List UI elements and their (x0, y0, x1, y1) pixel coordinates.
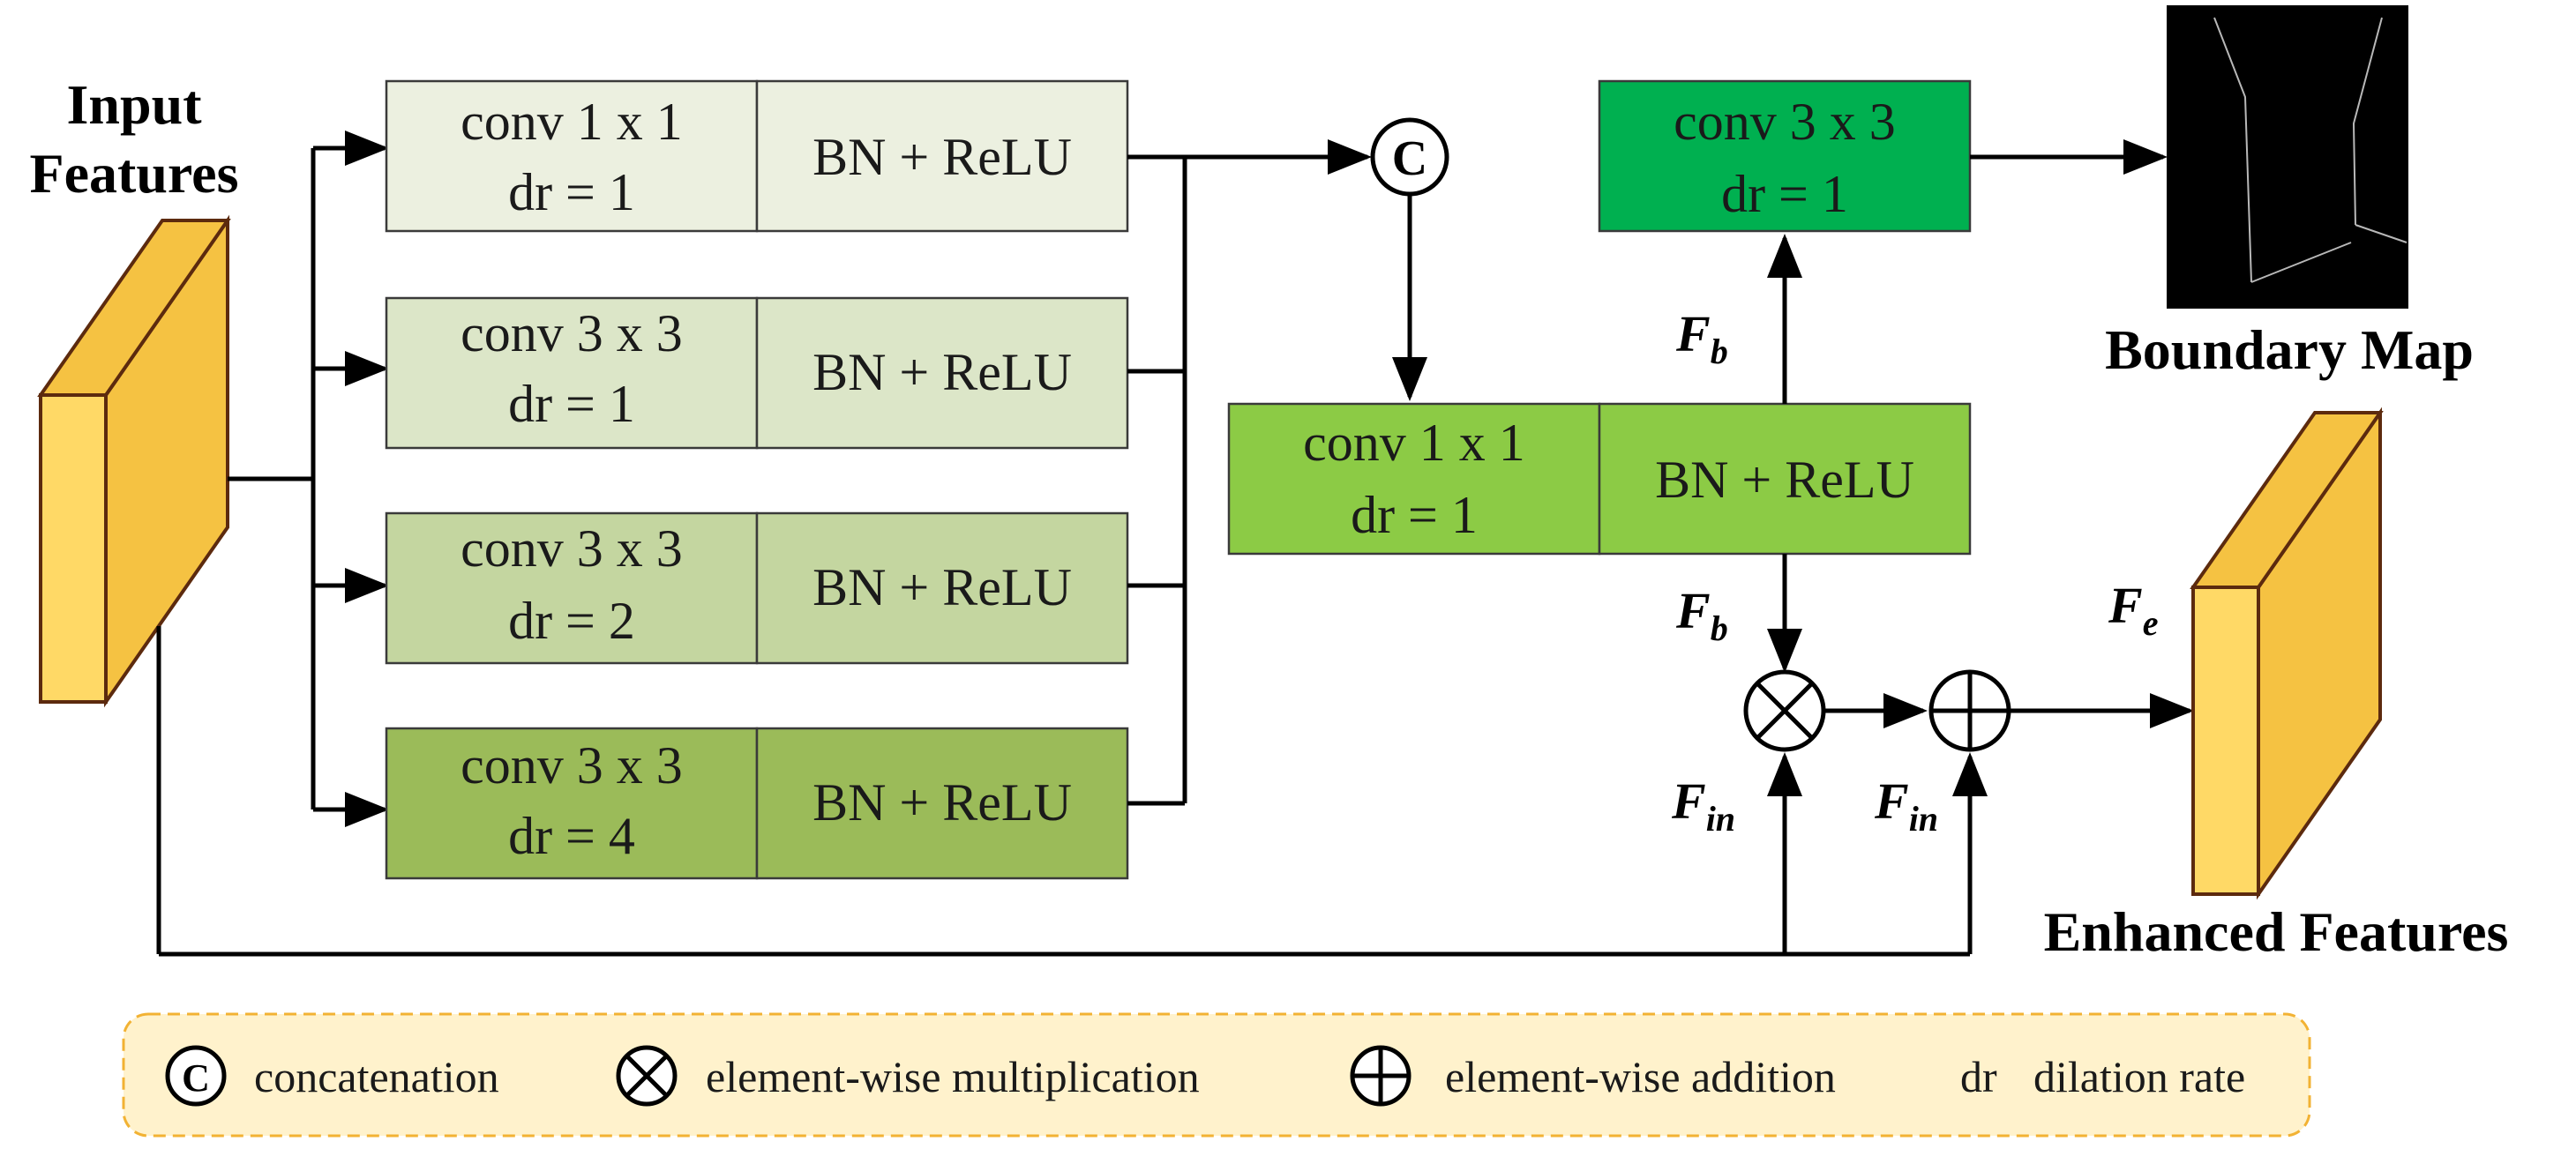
legend-concat-symbol: C (182, 1056, 210, 1100)
fuse-dr-label: dr = 1 (1351, 486, 1478, 544)
branch-1: conv 1 x 1 dr = 1 BN + ReLU (385, 79, 1129, 233)
legend-multiply-icon (616, 1045, 678, 1107)
branch-3-bn-cell (755, 511, 1129, 665)
merge-wires (1127, 139, 1372, 806)
branch-1-conv-label: conv 1 x 1 (461, 93, 683, 151)
legend-add-label: element-wise addition (1445, 1052, 1836, 1101)
branch-1-bn-cell (755, 79, 1129, 233)
fuse-bn-label: BN + ReLU (1655, 451, 1914, 509)
branch-4-dr-label: dr = 4 (508, 807, 635, 865)
input-fanout-wires (228, 131, 389, 827)
branch-1-bn-label: BN + ReLU (812, 128, 1072, 186)
input-feature-block (37, 214, 231, 708)
boundary-map-image (2167, 5, 2408, 309)
branch-4-bn-cell (755, 727, 1129, 880)
branch-3: conv 3 x 3 dr = 2 BN + ReLU (385, 511, 1129, 665)
boundary-conv-cell (1598, 79, 1972, 233)
branch-4-conv-cell (385, 727, 759, 880)
boundary-conv-label: conv 3 x 3 (1674, 93, 1896, 151)
fb-label-lower: Fb (1675, 582, 1728, 648)
branch-1-dr-label: dr = 1 (508, 163, 635, 221)
multiply-node (1743, 669, 1826, 752)
legend-frame (122, 1012, 2311, 1138)
boundary-dr-label: dr = 1 (1721, 165, 1848, 223)
branch-2-conv-cell (385, 296, 759, 450)
skip-connection-wires (156, 626, 1988, 957)
legend-add-icon (1350, 1045, 1412, 1107)
enhanced-features-title: Enhanced Features (2044, 900, 2509, 963)
fuse-conv-label: conv 1 x 1 (1303, 414, 1525, 472)
legend: C concatenation element-wise multiplicat… (122, 1012, 2311, 1138)
fb-label-upper: Fb (1675, 305, 1728, 371)
enhanced-feature-block (2190, 407, 2384, 900)
legend-dr-label: dilation rate (2033, 1052, 2245, 1101)
legend-concat-icon (165, 1045, 227, 1107)
legend-concat-label: concatenation (254, 1052, 499, 1101)
branch-2-bn-label: BN + ReLU (812, 343, 1072, 401)
legend-dr-symbol: dr (1960, 1052, 1997, 1101)
concat-node: C (1370, 117, 1449, 197)
branch-3-conv-cell (385, 511, 759, 665)
fin-label-mult: Fin (1671, 772, 1735, 839)
fuse-bn-cell (1598, 402, 1972, 556)
input-title-line2: Features (30, 142, 239, 205)
branch-3-conv-label: conv 3 x 3 (461, 519, 683, 578)
branch-2-bn-cell (755, 296, 1129, 450)
concat-symbol: C (1392, 131, 1427, 186)
fuse-block: conv 1 x 1 dr = 1 BN + ReLU (1227, 402, 1972, 556)
boundary-conv-block: conv 3 x 3 dr = 1 (1598, 79, 1972, 233)
legend-multiply-label: element-wise multiplication (706, 1052, 1200, 1101)
branch-3-dr-label: dr = 2 (508, 592, 635, 650)
branch-4-conv-label: conv 3 x 3 (461, 736, 683, 795)
branch-3-bn-label: BN + ReLU (812, 558, 1072, 616)
fin-label-add: Fin (1874, 772, 1938, 839)
branch-2-dr-label: dr = 1 (508, 375, 635, 433)
fe-label: Fe (2108, 577, 2158, 643)
branch-4-bn-label: BN + ReLU (812, 773, 1072, 832)
branch-4: conv 3 x 3 dr = 4 BN + ReLU (385, 727, 1129, 880)
input-title-line1: Input (67, 73, 203, 136)
boundary-map-title: Boundary Map (2105, 318, 2474, 381)
branch-2: conv 3 x 3 dr = 1 BN + ReLU (385, 296, 1129, 450)
add-node (1928, 669, 2011, 752)
fuse-conv-cell (1227, 402, 1601, 556)
branch-2-conv-label: conv 3 x 3 (461, 304, 683, 362)
